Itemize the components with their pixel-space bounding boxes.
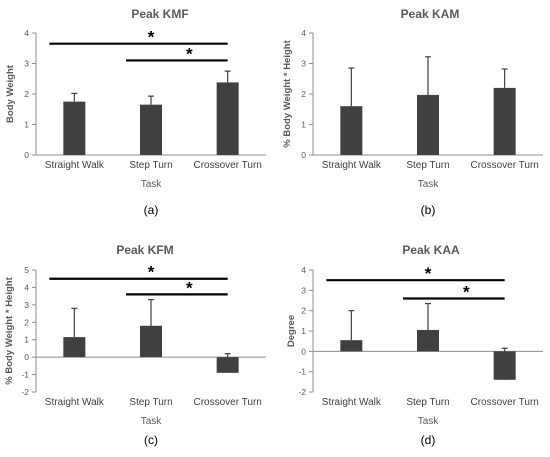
- y-axis-label: Body Weight: [5, 64, 16, 123]
- y-tick-label: -1: [298, 367, 306, 377]
- y-tick-label: 4: [24, 282, 29, 292]
- y-tick-label: 2: [24, 89, 29, 99]
- y-tick-label: 4: [301, 28, 306, 38]
- y-axis-label: % Body Weight * Height: [282, 39, 293, 147]
- bar-3: [493, 87, 516, 155]
- x-axis-label: Task: [418, 179, 440, 190]
- y-tick-label: 0: [301, 346, 306, 356]
- chart-panel-2: Peak KAM 0 1 2 3 4 Straight Walk Step Turn Cross…: [282, 7, 543, 217]
- panel-label: (b): [421, 203, 436, 217]
- bar-1: [340, 106, 363, 155]
- x-tick-label: Straight Walk: [45, 160, 105, 171]
- y-tick-label: -2: [298, 387, 306, 397]
- panel-label: (a): [144, 203, 159, 217]
- y-tick-label: 2: [301, 89, 306, 99]
- y-tick-label: 1: [301, 120, 306, 130]
- y-tick-label: 4: [301, 265, 306, 275]
- y-tick-label: 3: [301, 59, 306, 69]
- y-tick-label: 3: [301, 285, 306, 295]
- y-tick-label: -2: [21, 387, 29, 397]
- panel-label: (c): [144, 433, 158, 447]
- bar-2: [140, 104, 162, 155]
- x-tick-label: Step Turn: [406, 397, 449, 408]
- bar-1: [63, 337, 86, 358]
- x-tick-label: Step Turn: [406, 160, 449, 171]
- y-tick-label: 4: [24, 28, 29, 38]
- x-axis-label: Task: [141, 179, 163, 190]
- significance-marker: *: [148, 263, 155, 282]
- significance-marker: *: [186, 278, 193, 297]
- significance-marker: *: [148, 28, 155, 47]
- y-tick-label: 0: [301, 150, 306, 160]
- bar-1: [63, 101, 86, 155]
- x-tick-label: Crossover Turn: [470, 160, 538, 171]
- x-tick-label: Straight Walk: [322, 160, 382, 171]
- y-tick-label: 0: [24, 352, 29, 362]
- y-tick-label: 1: [301, 326, 306, 336]
- y-tick-label: 5: [24, 265, 29, 275]
- y-tick-label: 3: [24, 59, 29, 69]
- chart-panel-3: Peak KFM -2 -1 0 1 2 3 4 5 Straight Walk Step Turn…: [4, 243, 266, 447]
- x-axis-label: Task: [141, 416, 163, 427]
- x-tick-label: Crossover Turn: [470, 397, 538, 408]
- y-tick-label: 1: [24, 120, 29, 130]
- x-tick-label: Straight Walk: [45, 397, 105, 408]
- chart-title: Peak KMF: [131, 7, 188, 21]
- y-tick-label: 3: [24, 300, 29, 310]
- x-tick-label: Step Turn: [129, 160, 172, 171]
- panel-label: (d): [421, 433, 436, 447]
- x-tick-label: Straight Walk: [322, 397, 382, 408]
- bar-1: [340, 340, 363, 352]
- y-tick-label: 2: [301, 306, 306, 316]
- significance-marker: *: [425, 264, 432, 283]
- chart-title: Peak KAA: [402, 243, 460, 257]
- chart-panel-4: Peak KAA -2 -1 0 1 2 3 4 Straight Walk Step Turn C…: [286, 243, 543, 447]
- bar-2: [417, 94, 439, 155]
- y-tick-label: -1: [21, 370, 29, 380]
- y-axis-label: % Body Weight * Height: [4, 276, 15, 384]
- y-tick-label: 1: [24, 335, 29, 345]
- y-axis-label: Degree: [286, 315, 297, 347]
- y-tick-label: 0: [24, 150, 29, 160]
- chart-title: Peak KAM: [401, 7, 460, 21]
- x-tick-label: Crossover Turn: [193, 160, 261, 171]
- chart-title: Peak KFM: [116, 243, 173, 257]
- chart-panel-1: Peak KMF 0 1 2 3 4 Straight Walk Step Turn Cross…: [5, 7, 266, 217]
- significance-marker: *: [463, 282, 470, 301]
- significance-marker: *: [186, 44, 193, 63]
- x-tick-label: Step Turn: [129, 397, 172, 408]
- x-tick-label: Crossover Turn: [193, 397, 261, 408]
- x-axis-label: Task: [418, 416, 440, 427]
- bar-3: [216, 82, 239, 155]
- bar-2: [417, 329, 439, 352]
- y-tick-label: 2: [24, 317, 29, 327]
- bar-2: [140, 325, 162, 358]
